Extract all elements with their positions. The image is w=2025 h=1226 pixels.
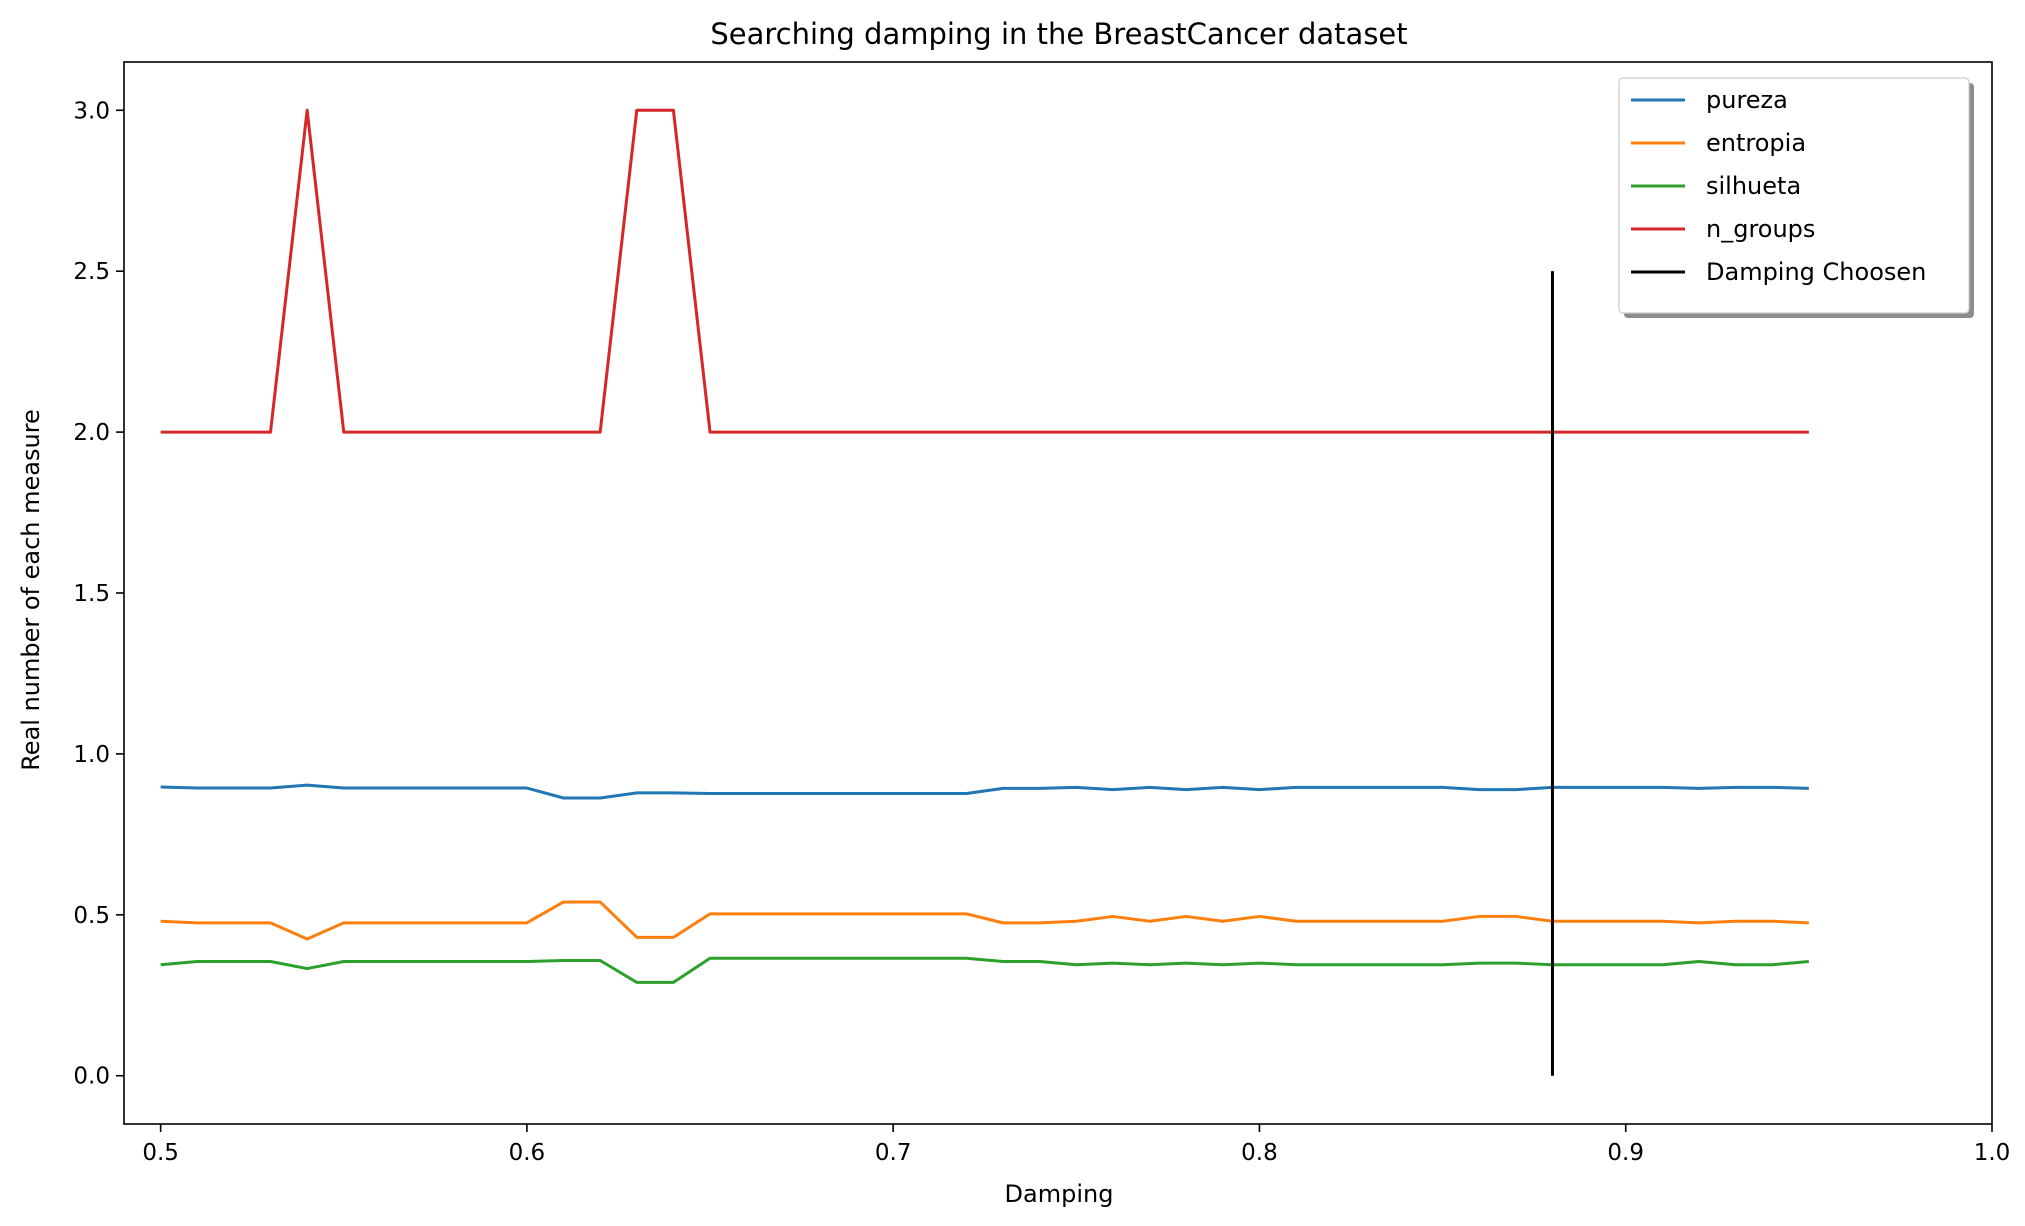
x-tick-label: 1.0 xyxy=(1974,1140,2011,1166)
x-axis-label: Damping xyxy=(1005,1180,1114,1208)
series-line-silhueta xyxy=(160,956,1809,984)
legend-label: Damping Choosen xyxy=(1706,258,1926,286)
series-line-pureza xyxy=(160,783,1809,800)
y-tick-label: 1.0 xyxy=(73,742,110,768)
legend-label: entropia xyxy=(1706,129,1806,157)
y-tick-label: 2.0 xyxy=(73,420,110,446)
legend-box xyxy=(1618,77,1970,314)
x-axis: 0.5 0.6 0.7 0.8 0.9 1.0 xyxy=(142,1124,2010,1166)
legend-label: silhueta xyxy=(1706,172,1801,200)
x-tick-label: 0.5 xyxy=(142,1140,179,1166)
x-tick-label: 0.9 xyxy=(1607,1140,1644,1166)
y-axis-label: Real number of each measure xyxy=(17,409,45,771)
series-line-entropia xyxy=(160,900,1809,941)
x-tick-label: 0.7 xyxy=(875,1140,912,1166)
y-tick-label: 0.5 xyxy=(73,903,110,929)
legend-label: pureza xyxy=(1706,86,1788,114)
y-tick-label: 0.0 xyxy=(73,1064,110,1090)
legend: pureza entropia silhueta n_groups Damping Ch… xyxy=(1618,77,1974,318)
x-tick-label: 0.6 xyxy=(509,1140,546,1166)
legend-label: n_groups xyxy=(1706,215,1815,243)
chart-title: Searching damping in the BreastCancer da… xyxy=(710,17,1407,51)
y-axis: 0.0 0.5 1.0 1.5 2.0 2.5 3.0 xyxy=(73,98,124,1090)
y-tick-label: 1.5 xyxy=(73,581,110,607)
y-tick-label: 2.5 xyxy=(73,259,110,285)
x-tick-label: 0.8 xyxy=(1241,1140,1278,1166)
series-line-n-groups xyxy=(160,108,1809,434)
plot-area xyxy=(123,61,1993,1125)
y-tick-label: 3.0 xyxy=(73,98,110,124)
